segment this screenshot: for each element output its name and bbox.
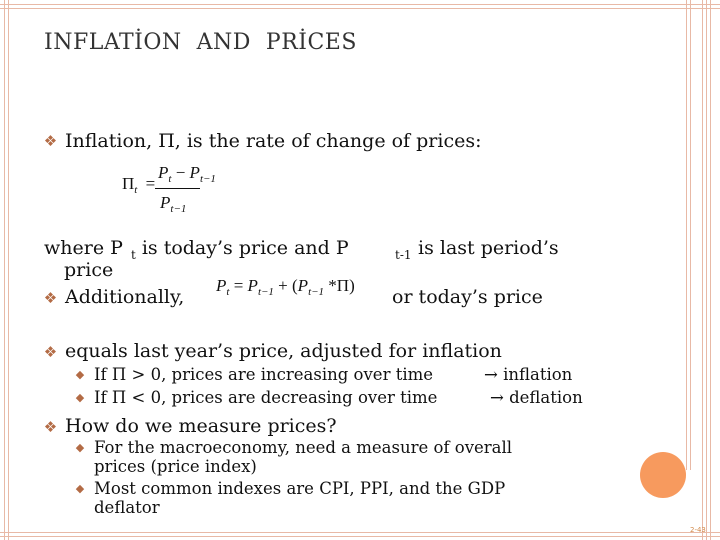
where-line-continuation: price [64, 259, 114, 281]
sub-bullet-common-indexes: Most common indexes are CPI, PPI, and th… [94, 479, 506, 498]
bullet-additionally: Additionally, [65, 286, 185, 308]
bullet-icon: ❖ [43, 132, 58, 150]
bullet-additionally-tail: or today’s price [392, 286, 543, 308]
formula-price-level: Pt = Pt−1 + (Pt−1 *Π) [216, 276, 355, 298]
sub-bullet-icon: ◆ [75, 441, 85, 454]
sub-bullet-deflation-arrow: → deflation [490, 388, 583, 407]
sub-bullet-deflation: If Π < 0, prices are decreasing over tim… [94, 388, 438, 407]
frame-left-line-2 [8, 0, 9, 540]
frame-top-line [0, 4, 720, 5]
sub-bullet-inflation: If Π > 0, prices are increasing over tim… [94, 365, 434, 384]
slide-number: 2-43 [690, 526, 706, 534]
frame-right-vertical-lines [686, 0, 687, 470]
bullet-equals-last-year: equals last year’s price, adjusted for i… [65, 340, 502, 362]
sub-bullet-icon: ◆ [75, 368, 85, 381]
decorative-circle [640, 452, 686, 498]
bullet-measure-prices: How do we measure prices? [65, 415, 337, 437]
sub-bullet-macroeconomy: For the macroeconomy, need a measure of … [94, 438, 513, 457]
formula-denominator: Pt−1 [160, 193, 187, 215]
sub-bullet-inflation-arrow: → inflation [484, 365, 573, 384]
frame-bottom-line-2 [0, 536, 720, 537]
frame-left-line [4, 0, 5, 540]
slide-title: INFLATİON AND PRİCES [44, 30, 357, 55]
frame-right-line-3 [710, 0, 711, 540]
where-line: where P t is today’s price and P [44, 237, 349, 262]
sub-bullet-icon: ◆ [75, 391, 85, 404]
formula-numerator: Pt − Pt−1 [158, 163, 216, 185]
bullet-inflation-definition: Inflation, Π, is the rate of change of p… [65, 130, 482, 152]
frame-right-line-2 [706, 0, 707, 540]
where-last-period: is last period’s [418, 237, 559, 259]
formula-inflation: Πt = [122, 174, 156, 196]
sub-bullet-icon: ◆ [75, 482, 85, 495]
frame-right-line [702, 0, 703, 540]
formula-fraction-bar [155, 188, 200, 189]
bullet-icon: ❖ [43, 343, 58, 361]
sub-bullet-common-indexes-cont: deflator [94, 498, 160, 517]
frame-top-line-2 [0, 8, 720, 9]
bullet-icon: ❖ [43, 418, 58, 436]
bullet-icon: ❖ [43, 289, 58, 307]
frame-right-vertical-line-2 [690, 0, 691, 470]
where-sub-t1: t-1 [395, 248, 412, 262]
frame-bottom-line [0, 532, 720, 533]
sub-bullet-macroeconomy-cont: prices (price index) [94, 457, 257, 476]
